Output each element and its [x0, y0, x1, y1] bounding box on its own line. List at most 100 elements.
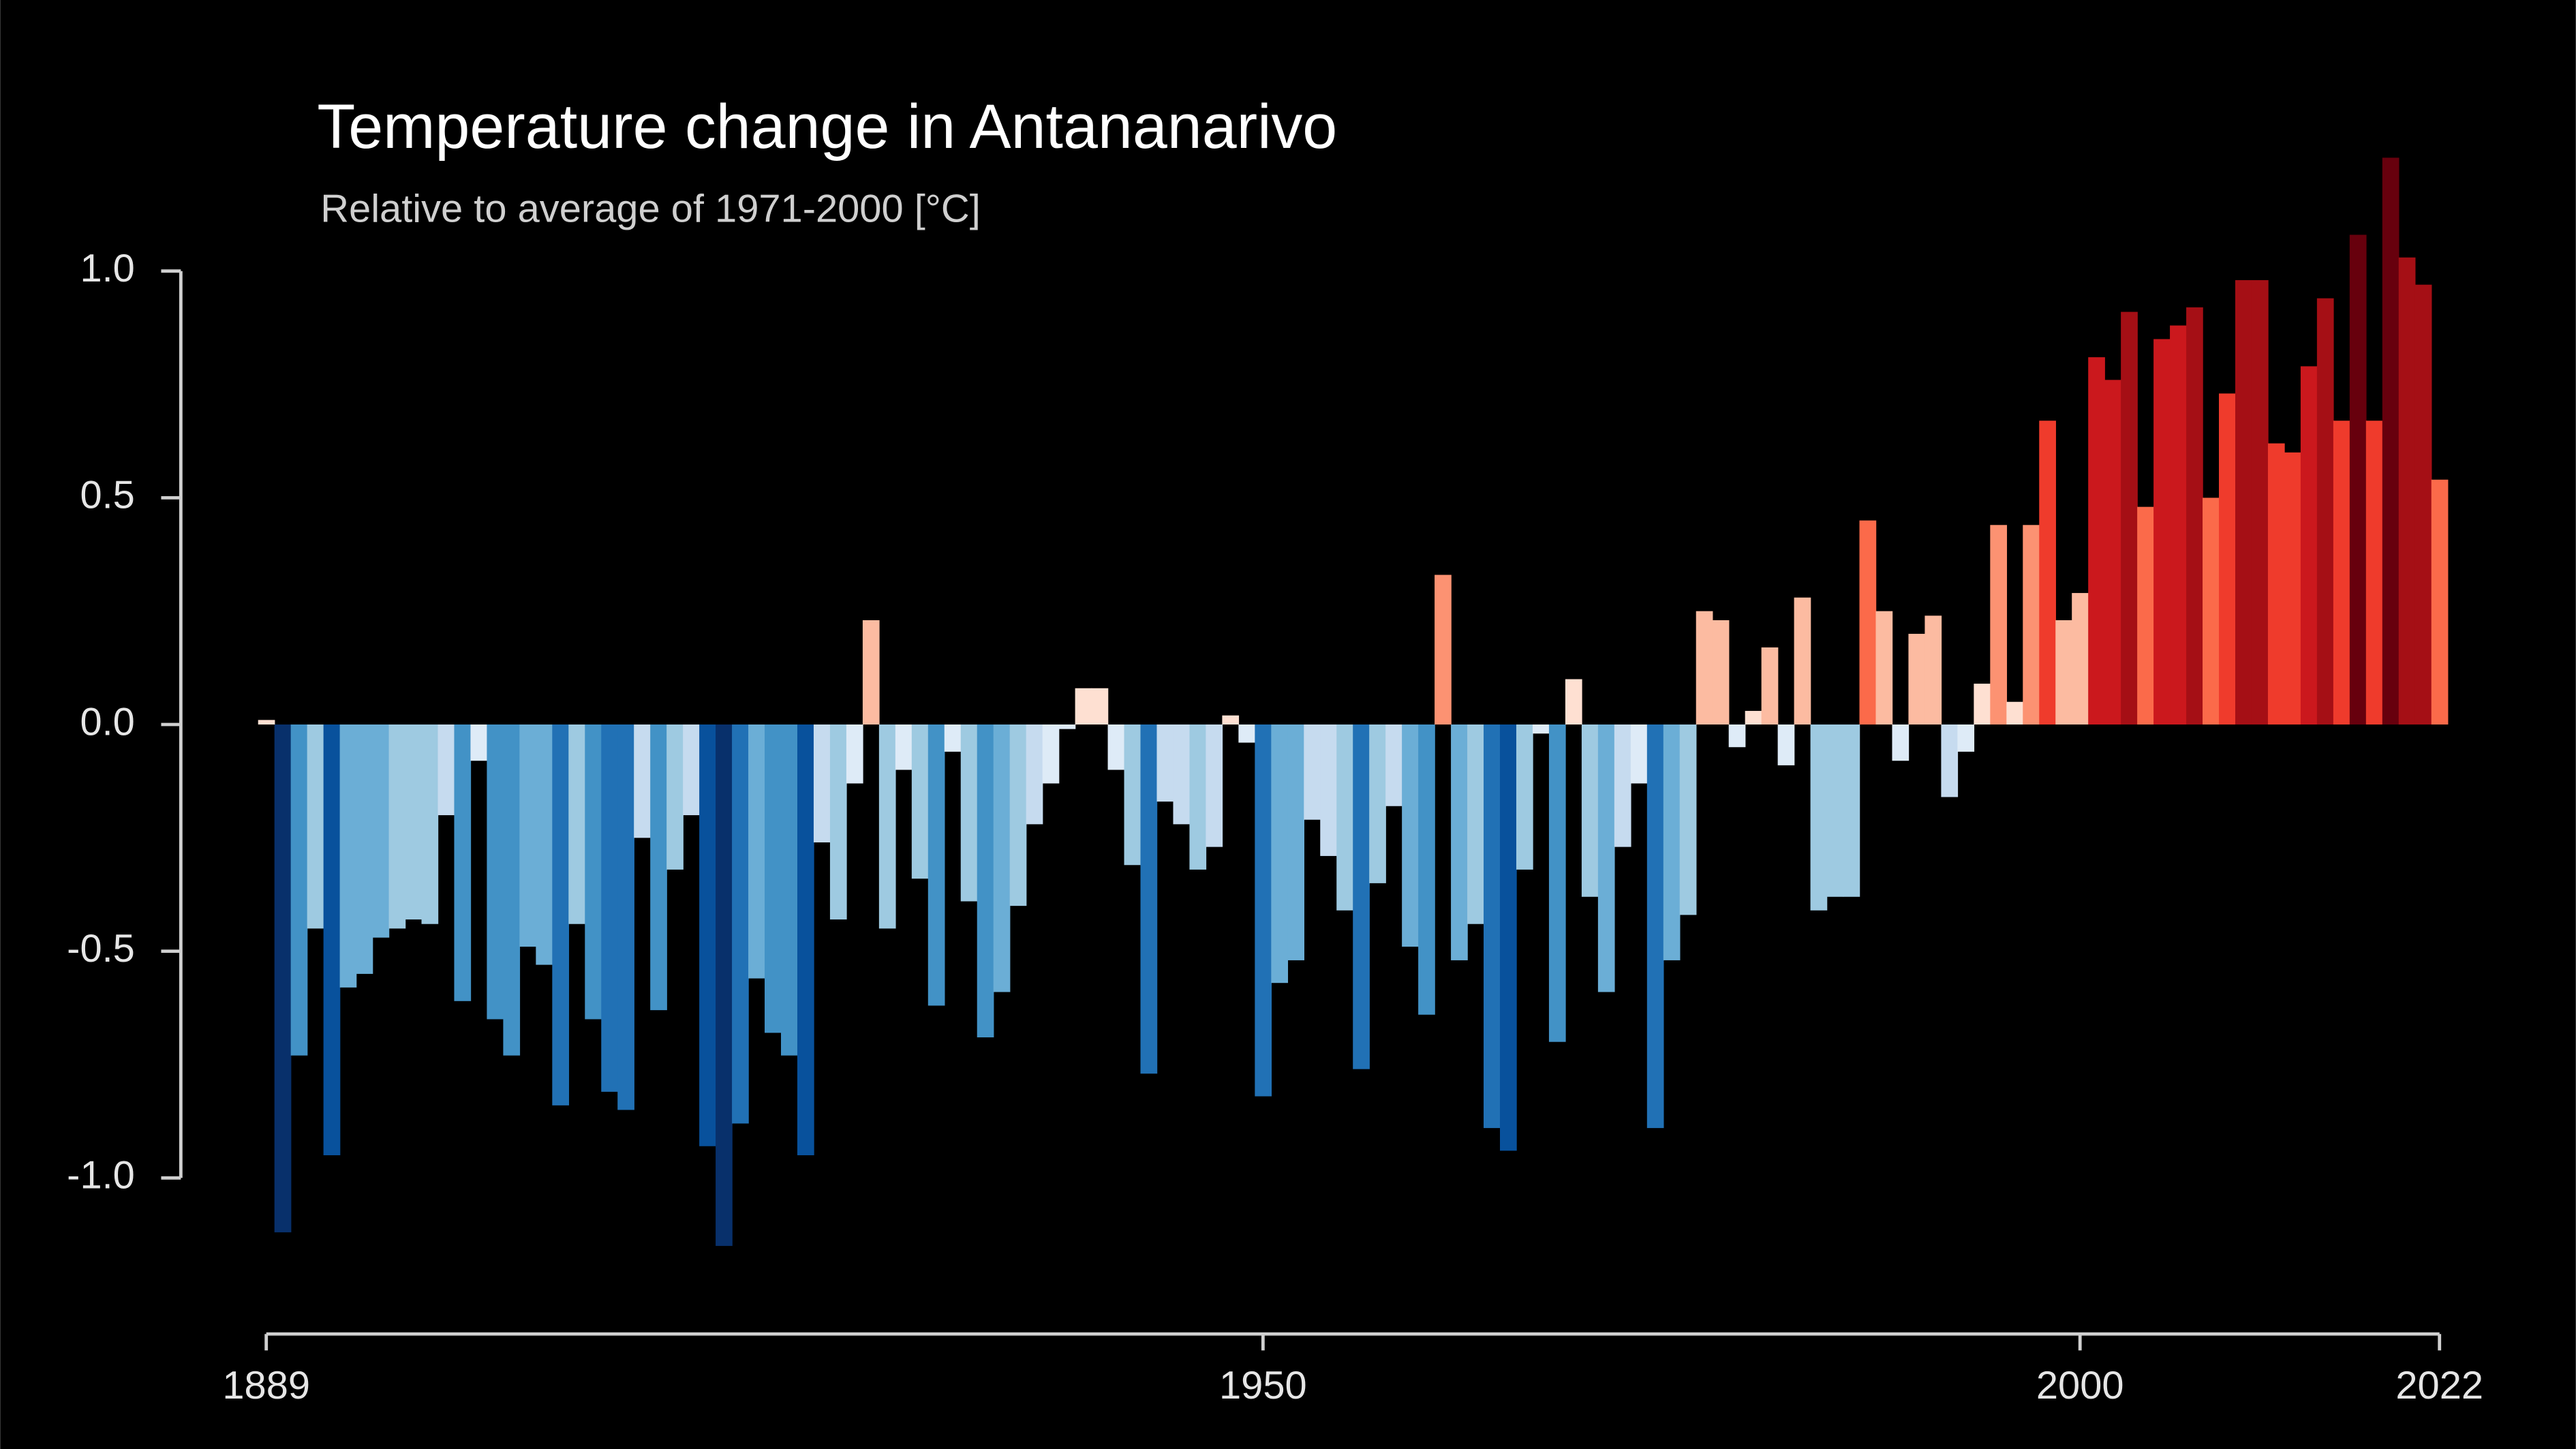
bar	[1467, 724, 1484, 924]
bar	[1548, 724, 1566, 1042]
bar	[1124, 724, 1141, 866]
bar	[1500, 724, 1517, 1151]
bar	[2137, 506, 2154, 724]
bar	[2349, 234, 2367, 724]
bar	[2251, 280, 2269, 724]
bar	[372, 724, 390, 938]
bar	[2414, 284, 2432, 724]
bar	[1107, 724, 1125, 770]
bar	[960, 724, 978, 902]
bar	[1091, 688, 1109, 724]
bar	[617, 724, 634, 1110]
bar	[2072, 593, 2089, 724]
bar	[2398, 257, 2416, 725]
bar	[1418, 724, 1435, 1015]
bar	[846, 724, 863, 784]
bar	[2121, 311, 2138, 724]
bar	[1402, 724, 1419, 947]
bar	[911, 724, 929, 879]
bar	[1189, 724, 1207, 870]
bar	[454, 724, 472, 1001]
bar	[2039, 421, 2056, 724]
bar	[1826, 724, 1844, 897]
bar	[1320, 724, 1337, 856]
bar	[1516, 724, 1533, 870]
bar	[927, 724, 945, 1006]
bar	[634, 724, 651, 838]
bar	[993, 724, 1011, 992]
chart-subtitle: Relative to average of 1971-2000 [°C]	[320, 187, 981, 230]
bar	[1156, 724, 1174, 802]
bar	[1990, 525, 2008, 724]
bar	[716, 724, 733, 1247]
bar	[813, 724, 831, 842]
bar	[1597, 724, 1615, 992]
bar	[274, 724, 292, 1233]
bar	[829, 724, 847, 920]
bar	[2088, 357, 2105, 724]
bar	[1075, 688, 1092, 724]
bar	[1385, 724, 1402, 806]
y-tick-label: 0.0	[80, 700, 134, 744]
chart-title: Temperature change in Antananarivo	[317, 92, 1337, 162]
bar	[1843, 724, 1860, 897]
bar	[307, 724, 324, 929]
bar	[1238, 724, 1256, 743]
bar	[797, 724, 814, 1156]
bar	[944, 724, 962, 752]
bar	[323, 724, 341, 1156]
y-tick-label: 1.0	[80, 247, 134, 290]
y-tick-label: -1.0	[67, 1154, 135, 1198]
bar	[1026, 724, 1043, 825]
bar	[977, 724, 994, 1038]
bar	[1206, 724, 1223, 847]
bar	[421, 724, 439, 924]
bar	[1875, 611, 1893, 724]
bar	[2333, 421, 2350, 724]
y-tick-label: 0.5	[80, 474, 134, 517]
bar	[1304, 724, 1321, 820]
bar	[683, 724, 700, 816]
bar	[1777, 724, 1795, 765]
bar	[1745, 711, 1762, 724]
bar	[503, 724, 521, 1056]
bar	[1287, 724, 1305, 960]
bar	[2235, 280, 2252, 724]
bar	[1435, 575, 1452, 724]
bar	[1565, 679, 1582, 724]
bar	[2186, 307, 2203, 724]
bar	[2365, 421, 2383, 724]
bar	[2203, 498, 2220, 724]
bar	[1484, 724, 1501, 1129]
bar	[2316, 298, 2334, 724]
bar	[1222, 715, 1240, 724]
x-tick-label: 1950	[1219, 1364, 1307, 1407]
bar	[2284, 452, 2301, 724]
bar	[1451, 724, 1468, 960]
bar	[2055, 620, 2072, 724]
bar	[1712, 620, 1730, 724]
bar	[1630, 724, 1648, 784]
bar	[1728, 724, 1746, 748]
bar	[519, 724, 537, 947]
bar	[1794, 597, 1811, 724]
bar	[650, 724, 667, 1011]
bar	[585, 724, 602, 1020]
bar	[1042, 724, 1060, 784]
bar	[1369, 724, 1386, 883]
bar	[1353, 724, 1370, 1069]
bar	[878, 724, 896, 929]
bar	[1663, 724, 1681, 960]
bar	[2300, 366, 2318, 724]
x-tick-label: 1889	[222, 1364, 310, 1407]
bar	[1941, 724, 1959, 797]
bar	[2267, 443, 2285, 724]
bar	[1009, 724, 1027, 906]
bar	[732, 724, 749, 1124]
bar	[1255, 724, 1272, 1097]
bar	[1974, 684, 1991, 724]
bar	[438, 724, 455, 816]
bar	[1173, 724, 1191, 825]
